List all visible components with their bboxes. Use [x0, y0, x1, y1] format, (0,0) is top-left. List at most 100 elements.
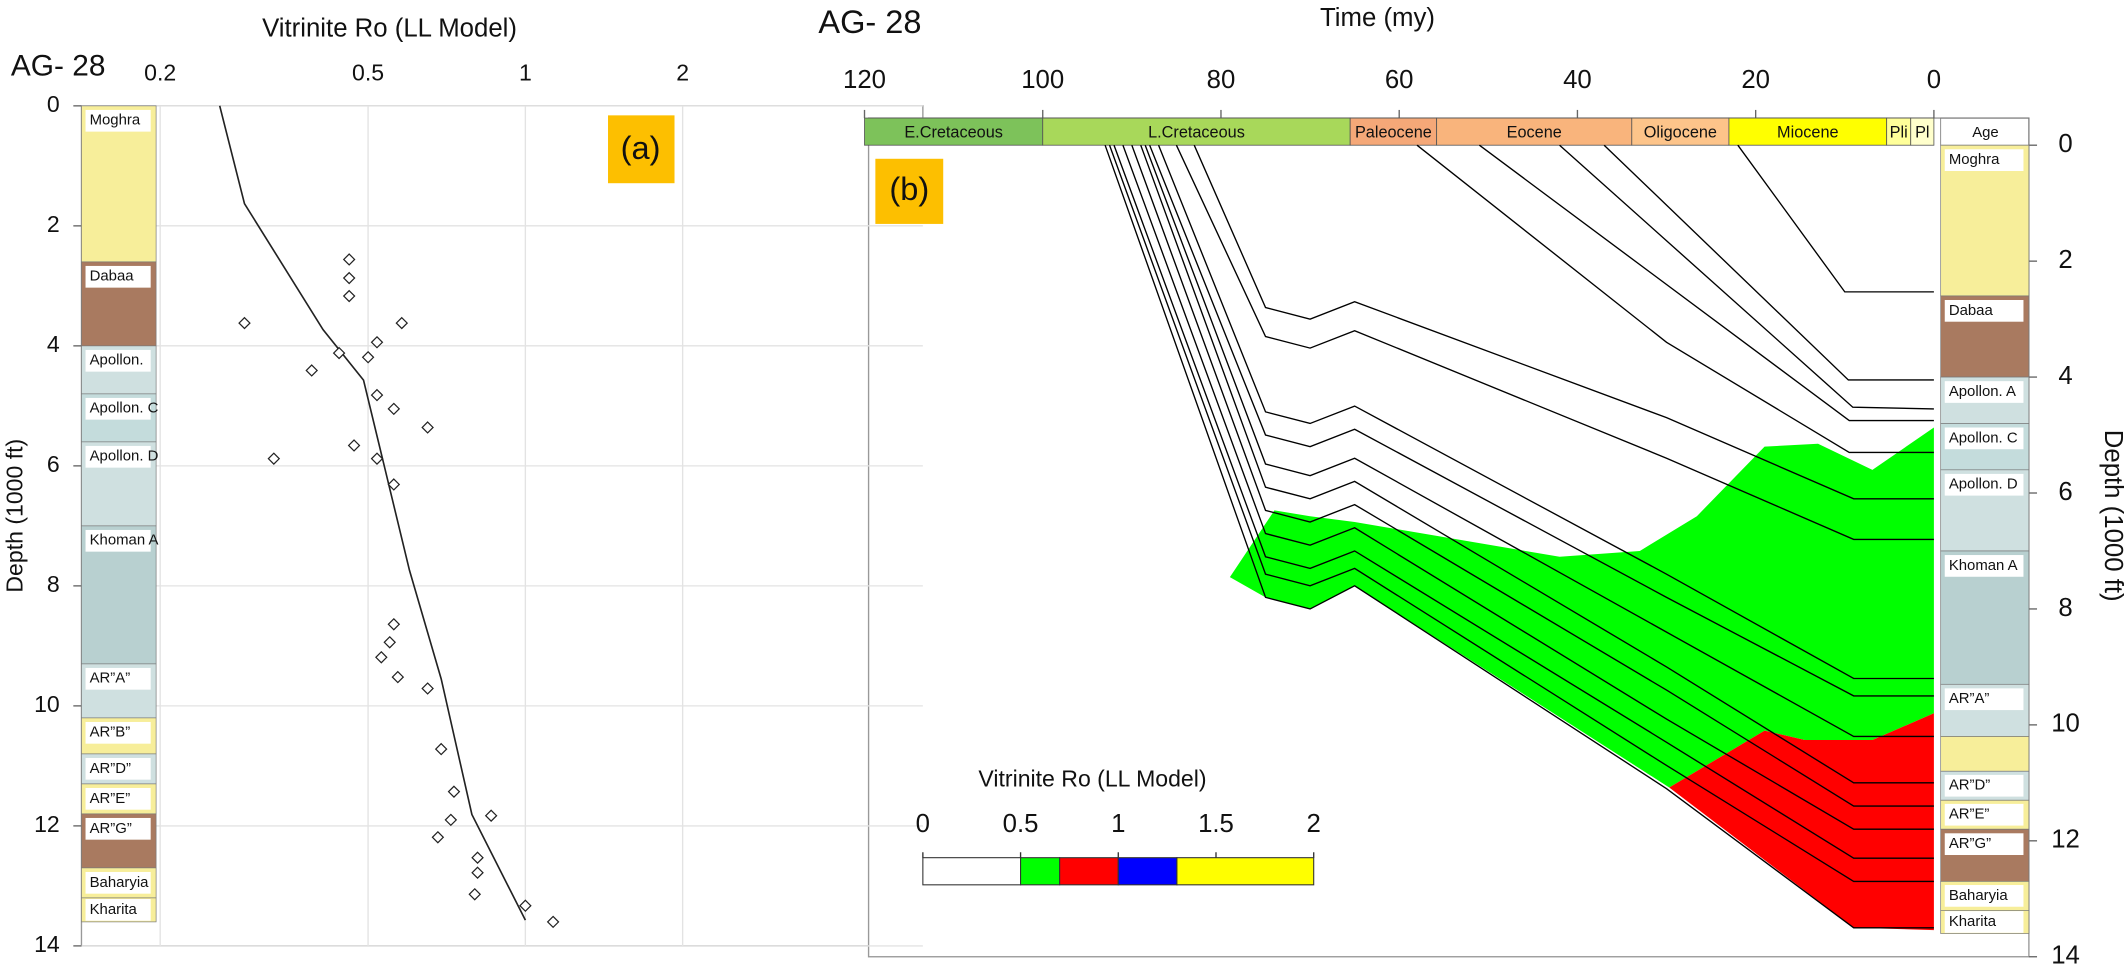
- data-point: [383, 635, 397, 649]
- x-tick-label: 1: [519, 60, 532, 86]
- y-tick-label: 10: [34, 691, 60, 717]
- data-point: [468, 887, 482, 901]
- layer-label-box: [1944, 885, 2024, 907]
- y-tick-label: 4: [2058, 362, 2072, 390]
- age-header: Age: [1972, 124, 1999, 141]
- data-point: [267, 452, 281, 465]
- x-tick-label: 0: [1927, 66, 1941, 94]
- layer-label: Kharita: [90, 901, 138, 918]
- legend-tick-label: 1: [1111, 810, 1125, 838]
- y-tick-label: 0: [2058, 130, 2072, 158]
- layer-label-box: [1944, 803, 2024, 826]
- burial-line: [1603, 144, 1934, 381]
- y-tick-label: 14: [2051, 942, 2080, 970]
- layer-label: Dabaa: [90, 268, 135, 285]
- layer-label-box: [85, 529, 151, 552]
- legend-swatch: [1020, 857, 1061, 886]
- burial-line: [1140, 144, 1934, 784]
- data-point: [447, 785, 461, 798]
- layer-label-box: [1944, 774, 2024, 797]
- burial-line: [1131, 144, 1934, 807]
- layer-label-box: [1944, 427, 2024, 450]
- layer-label: Apollon. C: [1949, 429, 2018, 446]
- layer-label-box: [1944, 381, 2024, 403]
- layer-label: AR”A”: [1949, 690, 1990, 707]
- data-point: [305, 364, 319, 377]
- layer-label: Baharyia: [90, 874, 150, 891]
- data-point: [361, 350, 375, 364]
- layer-label-box: [1944, 688, 2024, 711]
- panel-a-frame: [80, 105, 924, 947]
- burial-line: [1157, 144, 1934, 680]
- data-point: [347, 439, 361, 452]
- data-point: [387, 617, 401, 631]
- burial-line: [1559, 144, 1934, 410]
- x-tick-label: 120: [843, 66, 886, 94]
- layer-label-box: [85, 899, 151, 921]
- x-tick-label: 100: [1021, 66, 1064, 94]
- panel-label: (b): [889, 171, 929, 207]
- x-tick-label: 0.5: [352, 60, 384, 86]
- lithology-layer: [1940, 736, 2030, 772]
- x-tick-label: 0.2: [144, 60, 176, 86]
- layer-label: Moghra: [1949, 151, 2000, 168]
- y-axis-title: Depth (1000 ft): [2099, 430, 2127, 602]
- layer-label-box: [85, 397, 151, 420]
- legend-swatch: [1059, 857, 1119, 886]
- layer-label: AR”A”: [90, 670, 131, 687]
- x-axis-title: Vitrinite Ro (LL Model): [262, 15, 517, 43]
- layer-label: AR”G”: [1949, 835, 1991, 852]
- layer-label: Apollon. D: [1949, 476, 2018, 493]
- y-tick-label: 2: [2058, 246, 2072, 274]
- burial-line: [1144, 144, 1934, 738]
- model-line: [218, 105, 527, 921]
- data-point: [395, 316, 409, 330]
- age-segment: [1631, 117, 1730, 146]
- legend-swatch: [922, 857, 1022, 886]
- data-point: [484, 809, 498, 822]
- data-point: [370, 335, 384, 349]
- y-tick-label: 12: [34, 811, 60, 837]
- data-point: [519, 899, 532, 912]
- maturity-zone: [1669, 713, 1934, 931]
- y-tick-label: 14: [34, 931, 60, 957]
- data-point: [471, 866, 484, 879]
- burial-line: [1479, 144, 1934, 422]
- layer-label-box: [85, 667, 151, 690]
- layer-label: Apollon. C: [90, 400, 159, 417]
- age-label: Oligocene: [1644, 123, 1717, 141]
- layer-label: Khoman A: [90, 532, 159, 549]
- data-point: [342, 271, 356, 285]
- layer-label-box: [85, 349, 151, 372]
- age-label: Pl: [1915, 123, 1929, 141]
- x-axis-title: Time (my): [1320, 4, 1435, 32]
- layer-label-box: [1944, 473, 2024, 496]
- layer-label: Dabaa: [1949, 302, 1994, 319]
- maturity-zone: [1229, 427, 1934, 788]
- layer-label: AR”E”: [1949, 806, 1990, 823]
- burial-line: [1122, 144, 1934, 830]
- age-segment: [1910, 117, 1935, 146]
- y-tick-label: 8: [2058, 594, 2072, 622]
- well-label: AG- 28: [818, 4, 921, 40]
- age-segment: [1436, 117, 1633, 146]
- burial-line: [1175, 144, 1934, 541]
- layer-label: AR”B”: [90, 724, 131, 741]
- burial-line: [1108, 144, 1934, 883]
- layer-label-box: [1944, 299, 2024, 322]
- legend-tick-label: 1.5: [1198, 810, 1234, 838]
- legend-title: Vitrinite Ro (LL Model): [978, 765, 1206, 791]
- layer-label-box: [85, 757, 151, 780]
- layer-label: Apollon. D: [90, 448, 159, 465]
- layer-label: Kharita: [1949, 913, 1997, 930]
- layer-label: Moghra: [90, 112, 141, 129]
- well-label: AG- 28: [11, 50, 106, 83]
- x-tick-label: 20: [1741, 66, 1770, 94]
- y-tick-label: 12: [2051, 826, 2080, 854]
- data-point: [434, 742, 448, 756]
- legend-swatch: [1117, 857, 1178, 886]
- data-point: [342, 289, 356, 303]
- layer-label-box: [85, 721, 151, 744]
